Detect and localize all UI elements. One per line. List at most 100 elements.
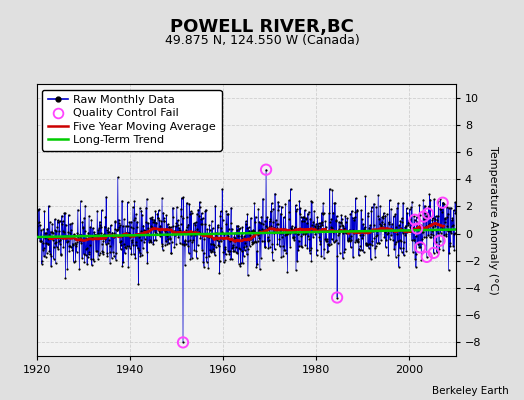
Point (348, 214, 357, 221)
Point (418, 229, 426, 235)
Point (439, 200, 447, 206)
Point (443, 214, 452, 220)
Y-axis label: Temperature Anomaly (°C): Temperature Anomaly (°C) (488, 146, 498, 294)
Point (375, 215, 384, 222)
Point (48, 229, 56, 235)
Point (263, 214, 271, 220)
Point (211, 252, 219, 258)
Point (326, 240, 335, 247)
Point (379, 210, 388, 216)
Point (366, 222, 374, 228)
Point (199, 259, 208, 265)
Point (412, 250, 420, 257)
Point (305, 249, 314, 256)
Point (430, 216, 439, 222)
Point (303, 210, 312, 217)
Point (224, 248, 232, 254)
Point (390, 228, 399, 234)
Point (431, 221, 440, 228)
Point (201, 208, 209, 215)
Point (193, 225, 202, 232)
Point (82, 235, 91, 242)
Point (118, 223, 127, 229)
Point (304, 208, 313, 215)
Point (146, 238, 154, 244)
Point (193, 210, 201, 217)
Point (59, 228, 67, 235)
Point (241, 240, 249, 246)
Point (265, 237, 273, 243)
Point (413, 225, 421, 232)
Point (168, 239, 176, 245)
Point (277, 254, 286, 260)
Point (340, 249, 348, 256)
Point (424, 232, 432, 238)
Point (252, 264, 260, 270)
Point (273, 225, 281, 231)
Point (47, 229, 55, 235)
Point (268, 248, 277, 255)
Point (190, 220, 198, 226)
Point (259, 228, 268, 234)
Point (345, 235, 353, 241)
Point (99, 238, 107, 244)
Point (135, 250, 144, 256)
Point (150, 216, 158, 223)
Point (360, 229, 368, 236)
Point (137, 228, 145, 234)
Point (302, 230, 311, 236)
Point (308, 222, 316, 228)
Point (74, 206, 82, 213)
Point (87, 216, 95, 223)
Point (287, 226, 296, 232)
Point (51, 260, 60, 267)
Point (244, 246, 253, 252)
Point (289, 226, 298, 232)
Point (45, 203, 53, 209)
Point (108, 229, 116, 236)
Point (66, 230, 74, 236)
Point (66, 243, 74, 249)
Point (92, 248, 100, 254)
Point (275, 203, 283, 209)
Point (147, 214, 156, 221)
Point (50, 256, 58, 262)
Point (176, 226, 184, 233)
Point (278, 234, 287, 240)
Point (160, 218, 168, 224)
Point (442, 223, 451, 229)
Point (139, 245, 147, 251)
Point (248, 240, 257, 247)
Point (85, 249, 94, 256)
Point (138, 230, 147, 236)
Point (346, 238, 354, 244)
Point (250, 219, 259, 225)
Point (235, 225, 244, 232)
Point (363, 242, 371, 248)
Point (106, 242, 115, 249)
Point (313, 246, 321, 253)
Point (352, 238, 361, 244)
Point (385, 197, 394, 203)
Point (259, 227, 268, 233)
Point (321, 226, 329, 232)
Point (319, 210, 327, 217)
Point (218, 186, 226, 192)
Point (238, 260, 247, 266)
Point (58, 212, 66, 219)
Point (118, 263, 127, 269)
Point (381, 212, 389, 219)
Point (153, 231, 161, 238)
Point (432, 227, 441, 233)
Point (353, 208, 361, 215)
Point (45, 232, 53, 238)
Point (425, 191, 434, 198)
Point (60, 235, 69, 241)
Point (440, 232, 449, 239)
Point (339, 255, 347, 261)
Point (163, 232, 172, 239)
Point (37, 238, 45, 244)
Point (370, 200, 378, 207)
Point (219, 236, 227, 242)
Point (69, 240, 77, 247)
